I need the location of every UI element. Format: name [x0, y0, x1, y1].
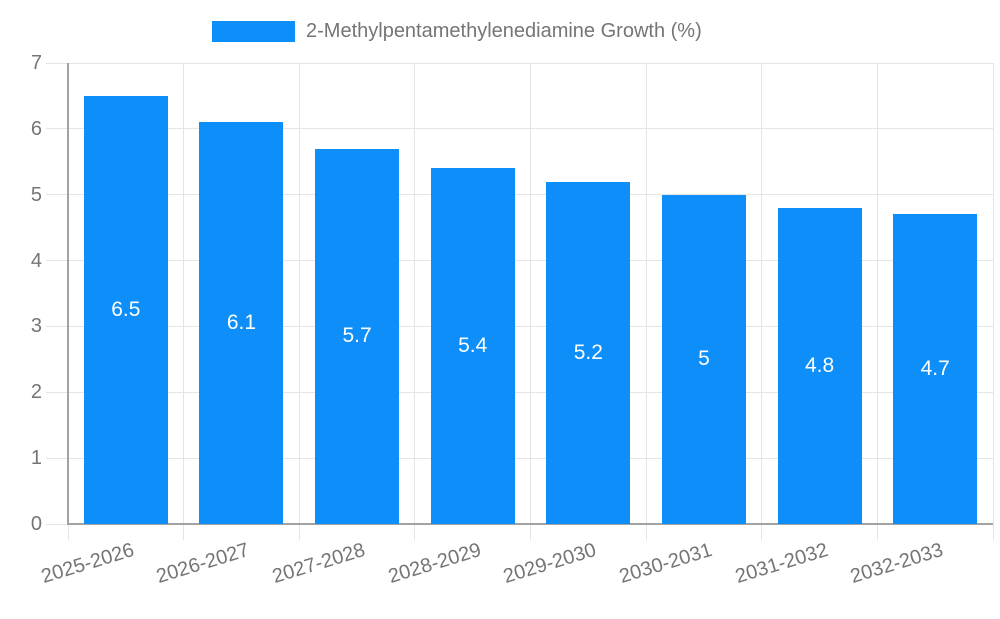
gridline-vertical [992, 63, 994, 524]
y-axis-tick [46, 457, 68, 459]
bar[interactable] [777, 207, 862, 524]
x-axis-tick [645, 524, 647, 540]
bar[interactable] [893, 214, 978, 524]
gridline-vertical [530, 63, 531, 524]
y-axis-tick [46, 325, 68, 327]
y-tick-label: 6 [30, 117, 42, 140]
y-axis-tick [46, 391, 68, 393]
x-axis-tick [183, 524, 185, 540]
gridline-vertical [414, 63, 416, 524]
x-axis-tick [530, 524, 531, 540]
bar[interactable] [430, 168, 515, 524]
bar[interactable] [315, 148, 400, 524]
y-tick-label: 5 [30, 183, 42, 206]
x-tick-label: 2031-2032 [732, 538, 831, 588]
x-axis-tick [414, 524, 416, 540]
bar[interactable] [83, 95, 168, 524]
bar-chart: 2-Methylpentamethylenediamine Growth (%)… [30, 20, 994, 588]
y-tick-label: 7 [30, 52, 42, 74]
gridline-vertical [298, 63, 300, 524]
y-tick-label: 0 [30, 513, 42, 535]
x-axis-tick [992, 524, 994, 540]
y-tick-label: 2 [30, 381, 42, 404]
y-tick-label: 1 [30, 447, 42, 470]
bar[interactable] [199, 122, 284, 524]
gridline-vertical [876, 63, 878, 524]
x-axis-tick [876, 524, 878, 540]
x-axis-tick [298, 524, 300, 540]
legend-label: 2-Methylpentamethylenediamine Growth (%) [306, 20, 702, 42]
y-axis-tick [46, 194, 68, 196]
y-axis-tick [46, 62, 68, 64]
gridline-vertical [645, 63, 647, 524]
x-tick-label: 2027-2028 [269, 538, 368, 588]
gridline-vertical [183, 63, 185, 524]
x-axis-line [67, 523, 993, 525]
legend-swatch [212, 21, 295, 42]
legend-item[interactable]: 2-Methylpentamethylenediamine Growth (%) [212, 20, 702, 43]
y-tick-label: 4 [30, 249, 42, 272]
x-tick-label: 2032-2033 [848, 538, 946, 588]
y-axis-tick [46, 523, 68, 525]
y-axis-line [67, 63, 69, 525]
bar[interactable] [546, 181, 631, 524]
plot-area: 0 1 2 3 4 5 6 7 6.5 2025-2026 6.1 2026-2027 5.7 2027-… [30, 52, 994, 588]
bar[interactable] [661, 194, 746, 524]
x-tick-label: 2030-2031 [616, 538, 715, 588]
x-axis-tick [761, 524, 763, 540]
y-axis-tick [46, 260, 68, 262]
y-axis-tick [46, 128, 68, 130]
x-axis-tick [67, 524, 69, 540]
y-tick-label: 3 [30, 315, 42, 338]
x-tick-label: 2028-2029 [385, 538, 484, 588]
x-tick-label: 2029-2030 [501, 538, 600, 588]
gridline-vertical [761, 63, 763, 524]
x-tick-label: 2026-2027 [154, 538, 253, 588]
